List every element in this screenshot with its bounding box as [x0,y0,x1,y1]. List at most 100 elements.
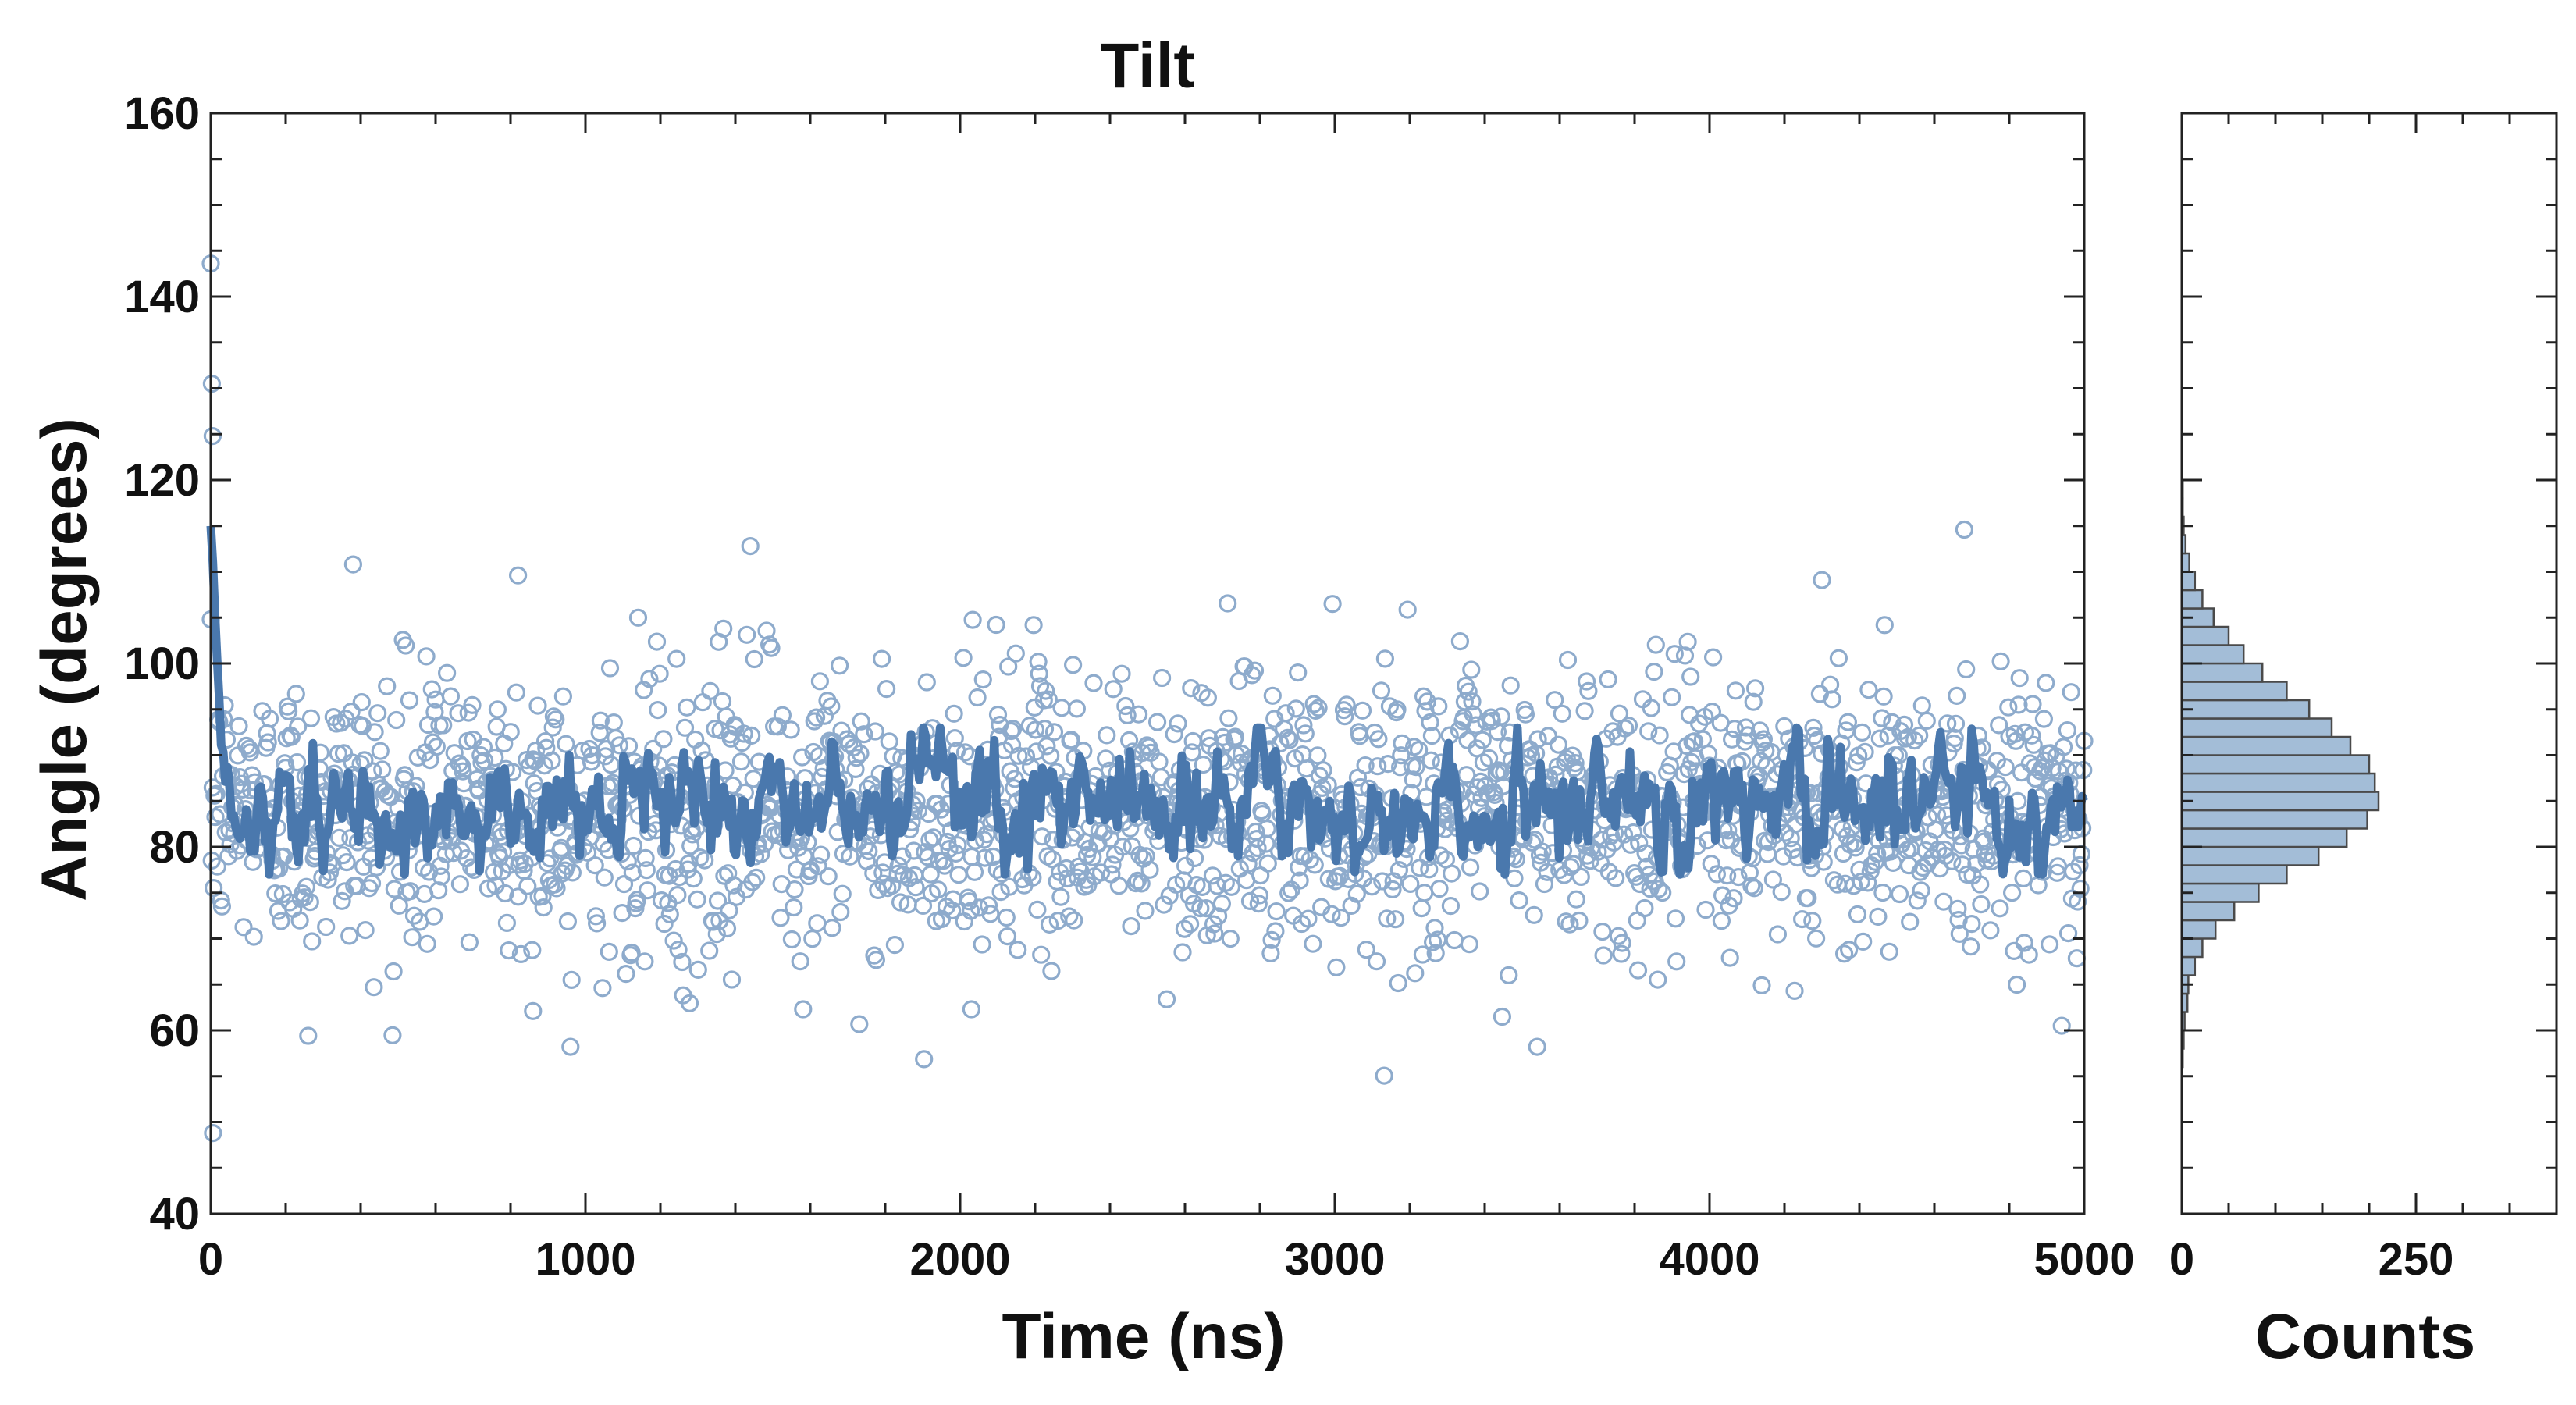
scatter-point [1927,805,1947,824]
scatter-point [1029,653,1048,671]
scatter-point [1356,756,1375,775]
scatter-point [1953,855,1972,874]
scatter-point [287,752,307,772]
scatter-point [906,878,925,897]
scatter-point [449,704,468,723]
scatter-point [371,742,390,760]
scatter-point [1814,852,1833,871]
scatter-point [525,752,545,770]
scatter-point [1203,866,1222,885]
scatter-point [1895,715,1914,735]
scatter-point [1479,749,1499,768]
scatter-point [859,841,878,861]
scatter-point [1852,872,1870,891]
scatter-point-outlier [2052,1016,2071,1035]
scatter-point [1263,686,1282,705]
scatter-point [1215,733,1234,752]
scatter-point [743,873,762,891]
scatter-point [1681,667,1700,686]
scatter-point [1516,705,1535,724]
scatter-point [1109,877,1129,895]
scatter-point [1793,909,1812,929]
scatter-point [1999,698,2018,717]
scatter-point [1663,688,1681,706]
scatter-point [1140,860,1159,879]
scatter-point [1406,964,1425,983]
scatter-point [2019,945,2038,964]
scatter-point [434,716,453,735]
scatter-point [1169,714,1187,733]
scatter-point [1336,707,1354,726]
scatter-point [1823,690,1841,709]
scatter-point [688,960,707,980]
scatter-point [1742,877,1761,895]
scatter-point [720,901,738,920]
scatter-point-outlier [203,426,222,446]
scatter-point [1442,864,1461,883]
scatter-point [1347,884,1366,903]
scatter-point [962,902,980,920]
scatter-point [1002,721,1020,741]
scatter-point [2059,923,2078,943]
scatter-point [1861,862,1880,880]
scatter-point [889,856,908,875]
scatter-point [1910,726,1929,745]
scatter-point [387,710,406,730]
scatter-point [735,724,753,743]
histogram-bar [2180,699,2311,720]
y-tick-label: 120 [124,455,200,506]
scatter-point [1199,729,1219,748]
scatter-point [880,732,898,751]
scatter-point [1460,935,1479,954]
scatter-point [1612,944,1631,963]
scatter-point [762,638,781,657]
scatter-point [1704,648,1723,667]
scatter-point [1040,915,1059,934]
scatter-point [1807,929,1826,948]
scatter-point [1636,844,1655,863]
scatter-point [1720,948,1739,967]
scatter-point [1557,912,1575,931]
scatter-point [1852,723,1872,742]
scatter-point [1194,755,1213,774]
scatter-point [525,774,543,793]
scatter-point [1943,852,1962,871]
scatter-point [1603,722,1622,741]
scatter-point-outlier [204,1123,222,1143]
scatter-point [988,705,1008,724]
scatter-point [1616,719,1635,738]
scatter-point [1785,981,1804,1001]
scatter-point [1624,823,1643,842]
scatter-point [628,608,648,627]
scatter-point [432,867,450,886]
scatter-point [1375,649,1395,668]
scatter-point [1104,680,1123,699]
scatter-point-outlier [343,555,362,574]
scatter-point [1398,600,1417,619]
scatter-point [715,866,734,885]
scatter-point [1639,722,1658,741]
scatter-point [999,657,1018,676]
scatter-point [1353,701,1372,720]
scatter-point [1098,726,1116,745]
scatter-point [1388,700,1407,719]
scatter-point [1262,930,1281,949]
scatter-point [1948,686,1966,706]
histogram-bar [2180,571,2197,592]
scatter-point [384,962,403,981]
main-plot-frame [209,112,2086,1215]
scatter-point [1642,699,1660,717]
scatter-point [1276,704,1295,723]
scatter-point [454,762,472,781]
scatter-point [1118,706,1137,725]
scatter-point [979,896,998,915]
scatter-point [266,884,285,903]
scatter-point [295,888,314,907]
scatter-point [1386,910,1405,929]
scatter-point [1409,740,1429,759]
scatter-point [404,906,424,925]
scatter-point [1905,731,1924,750]
scatter-point [496,884,514,903]
scatter-point [1571,867,1590,887]
scatter-point [851,744,870,763]
